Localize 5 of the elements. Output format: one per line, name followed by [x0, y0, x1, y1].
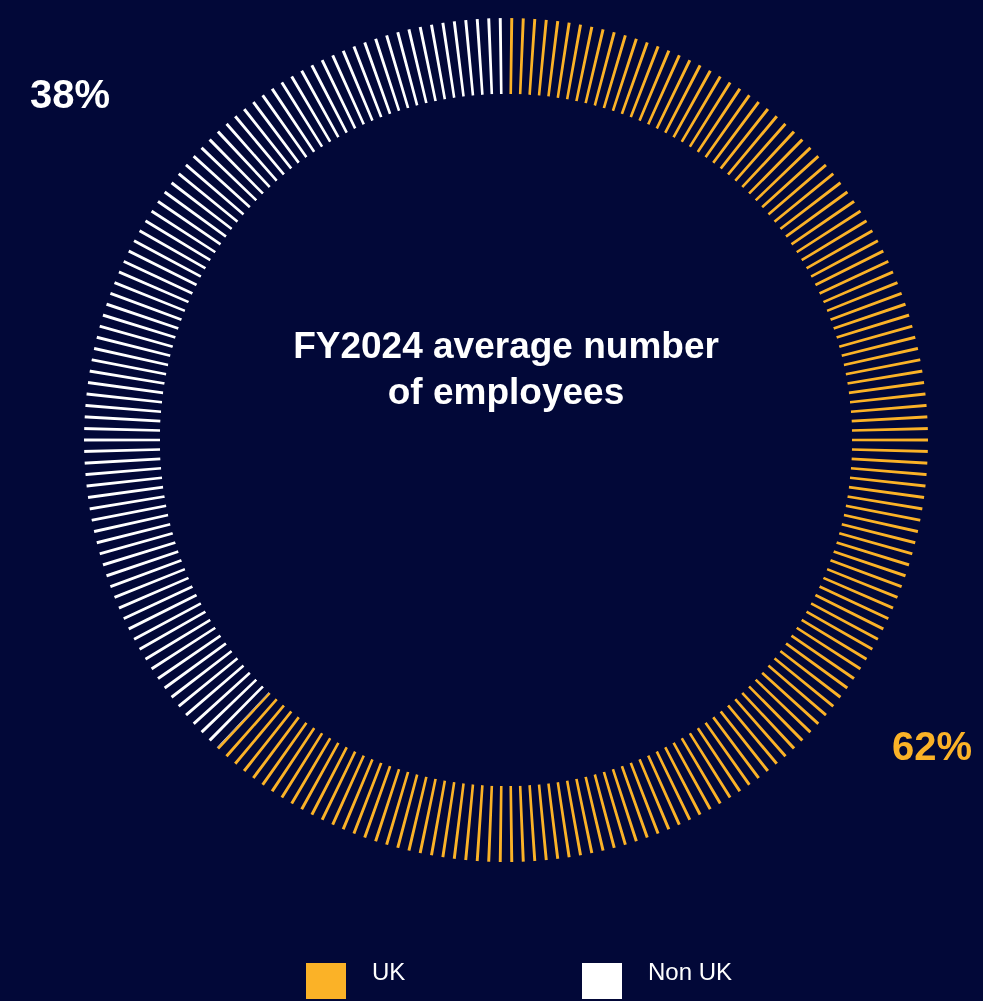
data-label: 62%	[891, 724, 973, 768]
legend-label: UK	[372, 958, 406, 985]
data-label: 38%	[29, 72, 111, 116]
legend-label: Non UK	[648, 958, 733, 985]
text: FY2024 average number of employees	[293, 325, 719, 412]
